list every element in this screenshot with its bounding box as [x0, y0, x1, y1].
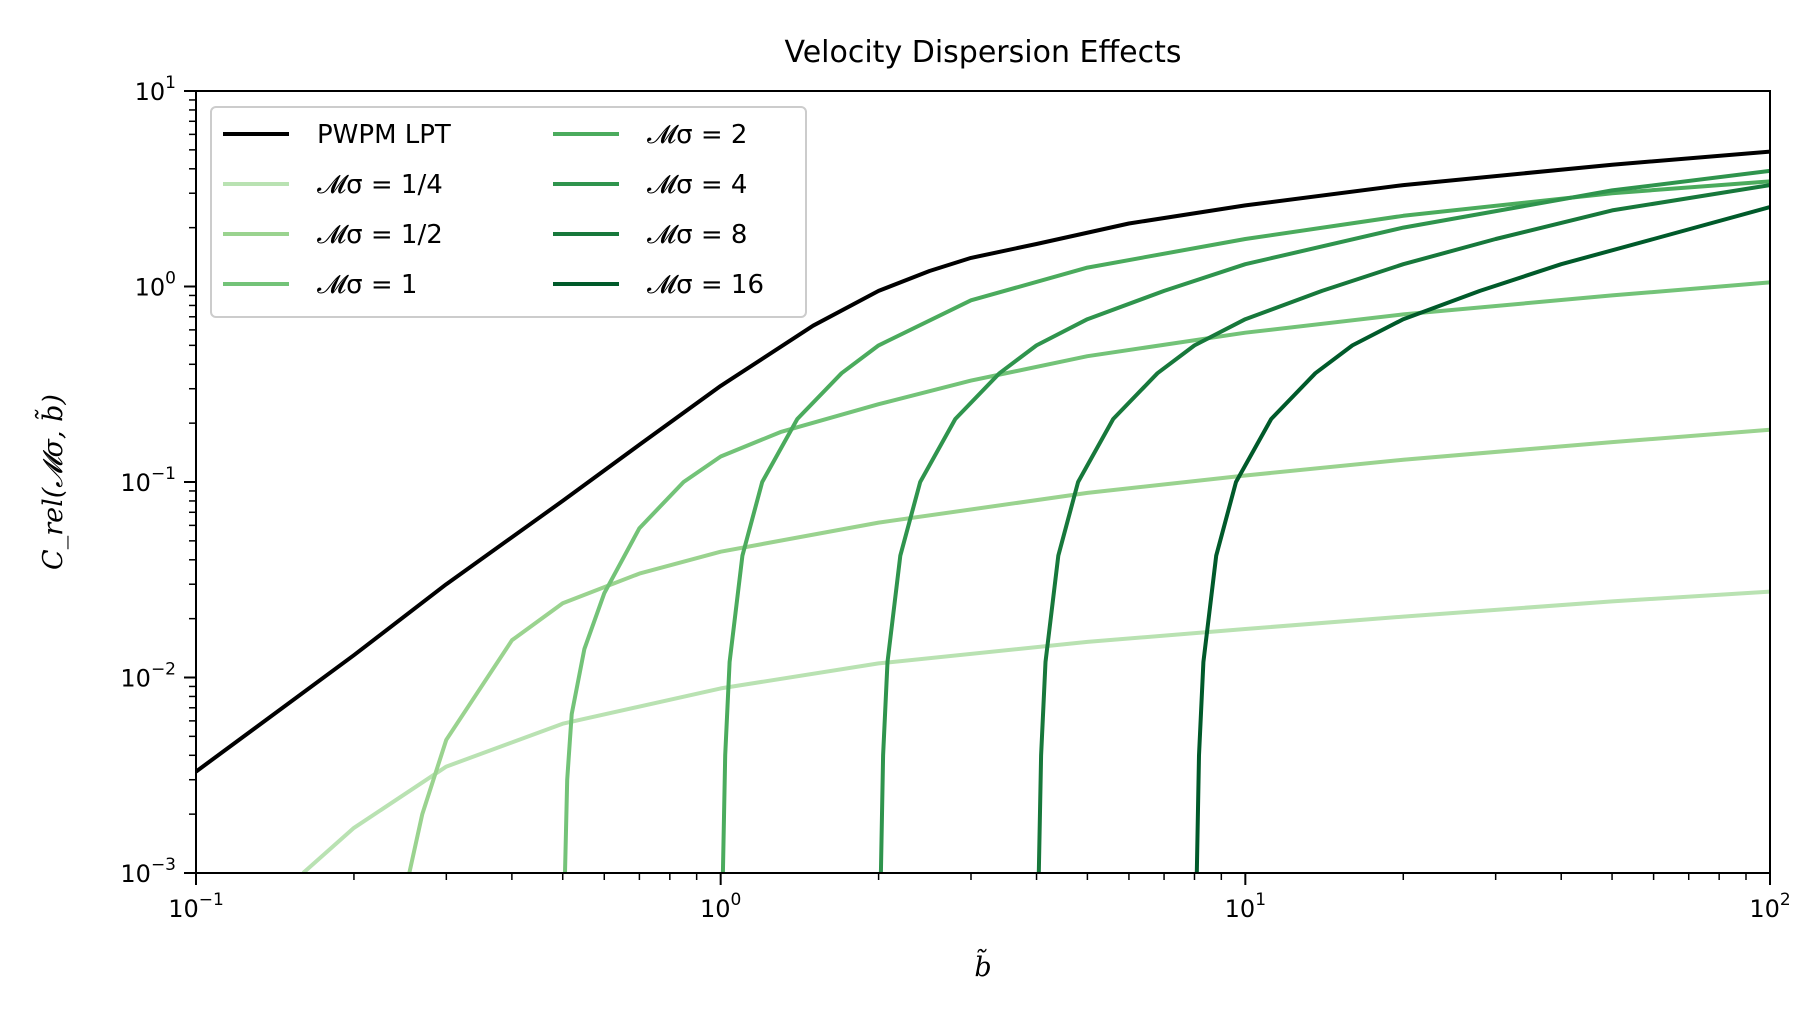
- legend-label: 𝓜σ = 1/4: [317, 170, 443, 200]
- legend-label: PWPM LPT: [317, 120, 451, 150]
- legend-entry: 𝓜σ = 16: [553, 270, 764, 300]
- major-ticks: 10−1 100 101 102 10−3 10−2 10−1 100 101: [120, 73, 1790, 923]
- legend-entry: 𝓜σ = 1/2: [223, 220, 443, 250]
- series-line-m-16: [1194, 205, 1770, 873]
- series-line-m-1: [563, 280, 1770, 873]
- series-line-m-8: [1036, 183, 1770, 873]
- series-line-pwpm-lpt: [196, 149, 1770, 774]
- legend-label: 𝓜σ = 2: [647, 120, 747, 150]
- y-tick-label: 10−2: [120, 660, 176, 693]
- plot-frame: [195, 90, 1771, 874]
- y-tick-label: 10−3: [120, 855, 176, 888]
- legend-entry: 𝓜σ = 1/4: [223, 170, 443, 200]
- x-axis-label: b̃: [974, 948, 991, 983]
- legend-entry: 𝓜σ = 8: [553, 220, 747, 250]
- x-tick-label: 100: [700, 890, 741, 923]
- y-tick-label: 100: [135, 269, 176, 302]
- series-line-m-1-4: [301, 589, 1770, 873]
- series-line-m-2: [720, 179, 1770, 873]
- legend-entry: 𝓜σ = 4: [553, 170, 747, 200]
- legend-label: 𝓜σ = 16: [647, 270, 764, 300]
- legend-label: 𝓜σ = 1/2: [317, 220, 443, 250]
- legend-box: [210, 106, 807, 318]
- series-line-m-1-2: [407, 427, 1770, 873]
- legend-entry: 𝓜σ = 2: [553, 120, 747, 150]
- y-tick-label: 101: [135, 73, 176, 106]
- legend-entry: 𝓜σ = 1: [223, 270, 417, 300]
- chart-title: Velocity Dispersion Effects: [785, 35, 1182, 70]
- series-layer: [196, 149, 1770, 873]
- series-line-m-4: [878, 168, 1770, 873]
- legend: PWPM LPT 𝓜σ = 1/4 𝓜σ = 1/2 𝓜σ = 1 𝓜σ = 2 𝓜σ =…: [210, 106, 807, 318]
- legend-label: 𝓜σ = 1: [317, 270, 417, 300]
- legend-entry: PWPM LPT: [223, 120, 451, 150]
- minor-ticks: [189, 99, 1747, 880]
- legend-label: 𝓜σ = 4: [647, 170, 747, 200]
- y-tick-label: 10−1: [120, 464, 176, 497]
- y-axis-label: C_rel(𝓜σ, b̃): [34, 394, 69, 570]
- x-tick-label: 101: [1225, 890, 1266, 923]
- legend-label: 𝓜σ = 8: [647, 220, 747, 250]
- x-tick-label: 10−1: [168, 890, 224, 923]
- x-tick-label: 102: [1749, 890, 1790, 923]
